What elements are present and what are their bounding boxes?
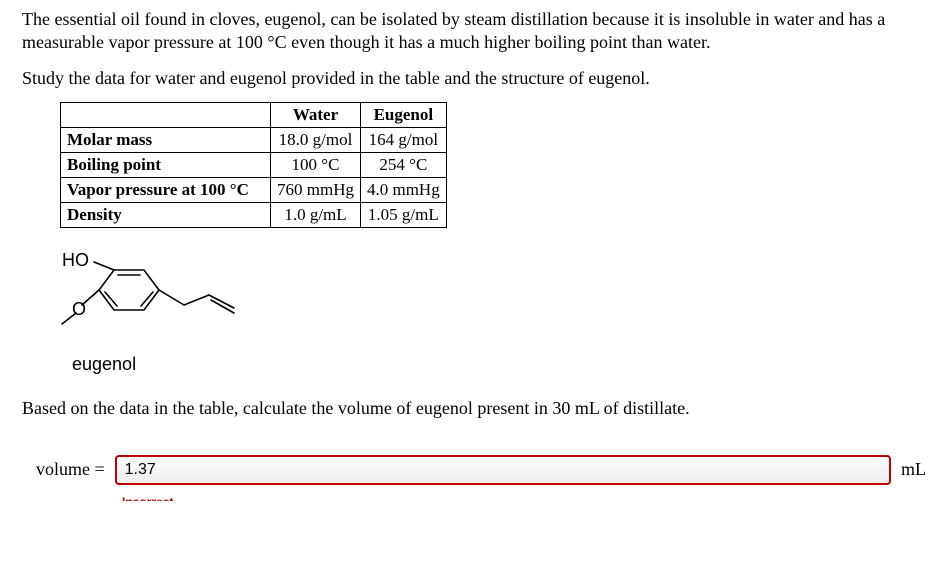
answer-prefix: volume =: [36, 459, 105, 480]
atom-label-ho: HO: [62, 250, 89, 270]
table-row: Boiling point 100 °C 254 °C: [61, 153, 447, 178]
table-header-water: Water: [271, 103, 361, 128]
row-label: Density: [61, 203, 271, 228]
molecule-svg: HO O: [34, 250, 254, 350]
data-table: Water Eugenol Molar mass 18.0 g/mol 164 …: [60, 102, 447, 228]
answer-row: volume = mL: [36, 455, 926, 485]
intro-paragraph-2: Study the data for water and eugenol pro…: [22, 67, 926, 90]
question-text: Based on the data in the table, calculat…: [22, 397, 926, 420]
feedback-incorrect: Incorrect: [122, 495, 926, 501]
answer-unit: mL: [901, 459, 926, 480]
eugenol-structure: HO O eugenol: [34, 250, 926, 375]
intro-paragraph-1: The essential oil found in cloves, eugen…: [22, 8, 926, 55]
row-label: Vapor pressure at 100 °C: [61, 178, 271, 203]
cell: 18.0 g/mol: [271, 128, 361, 153]
cell: 164 g/mol: [360, 128, 446, 153]
row-label: Molar mass: [61, 128, 271, 153]
cell: 100 °C: [271, 153, 361, 178]
table-row: Molar mass 18.0 g/mol 164 g/mol: [61, 128, 447, 153]
volume-input[interactable]: [115, 455, 891, 485]
cell: 760 mmHg: [271, 178, 361, 203]
atom-label-o: O: [72, 299, 86, 319]
table-header-blank: [61, 103, 271, 128]
table-row: Vapor pressure at 100 °C 760 mmHg 4.0 mm…: [61, 178, 447, 203]
table-header-eugenol: Eugenol: [360, 103, 446, 128]
table-row: Density 1.0 g/mL 1.05 g/mL: [61, 203, 447, 228]
cell: 4.0 mmHg: [360, 178, 446, 203]
molecule-label: eugenol: [72, 354, 926, 375]
cell: 254 °C: [360, 153, 446, 178]
table-header-row: Water Eugenol: [61, 103, 447, 128]
row-label: Boiling point: [61, 153, 271, 178]
cell: 1.05 g/mL: [360, 203, 446, 228]
cell: 1.0 g/mL: [271, 203, 361, 228]
